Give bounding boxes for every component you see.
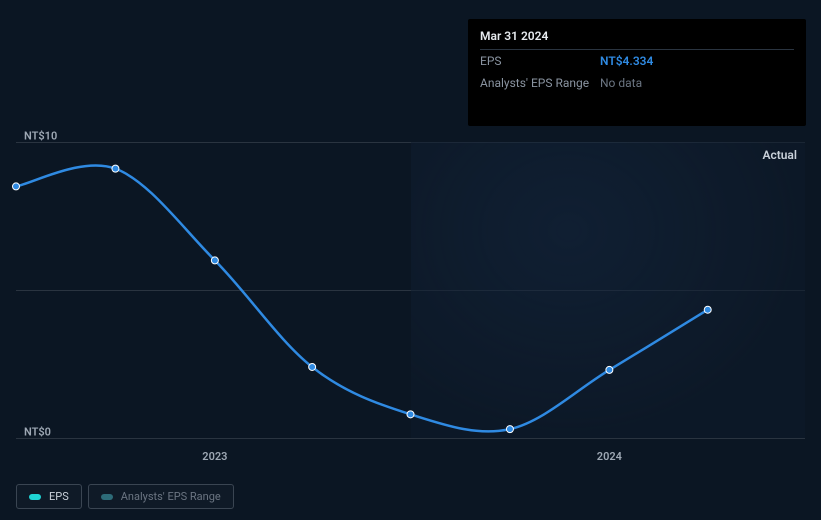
legend-item-eps[interactable]: EPS (16, 484, 82, 509)
tooltip-row-value: No data (600, 74, 794, 92)
legend-label: EPS (49, 490, 69, 503)
data-point[interactable] (506, 426, 513, 433)
data-point[interactable] (13, 183, 20, 190)
y-axis-label: NT$10 (24, 130, 57, 143)
legend-swatch (101, 494, 113, 500)
data-point[interactable] (606, 366, 613, 373)
chart-tooltip: Mar 31 2024 EPS NT$4.334 Analysts' EPS R… (468, 19, 806, 126)
tooltip-row-value: NT$4.334 (600, 52, 794, 70)
tooltip-row: Analysts' EPS Range No data (480, 72, 794, 94)
chart-plot[interactable]: Actual (16, 142, 805, 438)
x-axis-label: 2023 (202, 450, 227, 463)
chart-container: Mar 31 2024 EPS NT$4.334 Analysts' EPS R… (0, 0, 821, 520)
legend-label: Analysts' EPS Range (121, 490, 221, 503)
data-point[interactable] (112, 165, 119, 172)
data-point[interactable] (309, 363, 316, 370)
x-axis-label: 2024 (597, 450, 622, 463)
tooltip-row-label: Analysts' EPS Range (480, 74, 600, 92)
chart-svg (16, 142, 805, 438)
data-point[interactable] (211, 257, 218, 264)
gridline (16, 438, 805, 439)
legend-swatch (29, 494, 41, 500)
tooltip-row: EPS NT$4.334 (480, 50, 794, 72)
tooltip-date: Mar 31 2024 (480, 25, 794, 50)
y-axis-label: NT$0 (24, 426, 51, 439)
chart-legend: EPS Analysts' EPS Range (16, 484, 234, 509)
series-line-eps (16, 165, 708, 431)
tooltip-row-label: EPS (480, 52, 600, 70)
data-point[interactable] (704, 306, 711, 313)
data-point[interactable] (407, 411, 414, 418)
legend-item-analysts-range[interactable]: Analysts' EPS Range (88, 484, 234, 509)
